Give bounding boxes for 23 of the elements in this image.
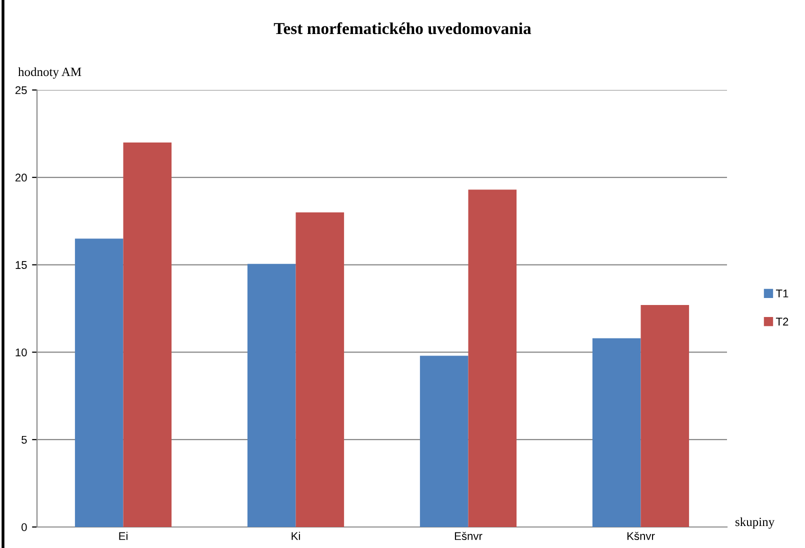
x-tick-label: Ei <box>119 532 128 540</box>
y-tick-label: 20 <box>15 174 27 182</box>
bar <box>296 212 344 527</box>
y-tick-label: 0 <box>22 523 27 532</box>
bar <box>123 142 172 527</box>
bar <box>420 356 468 527</box>
x-tick-label: Ki <box>292 532 300 540</box>
y-tick-label: 5 <box>22 436 27 444</box>
x-axis-title: skupiny <box>736 517 775 529</box>
bar <box>640 305 690 527</box>
chart-title: Test morfematického uvedomovania <box>274 22 532 34</box>
y-tick-label: 15 <box>16 261 27 269</box>
legend-label: T1 <box>776 290 788 298</box>
legend-label: T2 <box>776 318 788 326</box>
bar <box>468 190 517 527</box>
y-tick-label: 10 <box>16 348 27 356</box>
bar <box>74 238 124 527</box>
y-axis-title: hodnoty AM <box>18 67 82 79</box>
bar <box>592 338 641 527</box>
y-tick-label: 25 <box>15 86 27 94</box>
bar <box>247 264 296 527</box>
x-tick-label: Ešnvr <box>454 532 482 540</box>
x-tick-label: Kšnvr <box>627 532 655 540</box>
